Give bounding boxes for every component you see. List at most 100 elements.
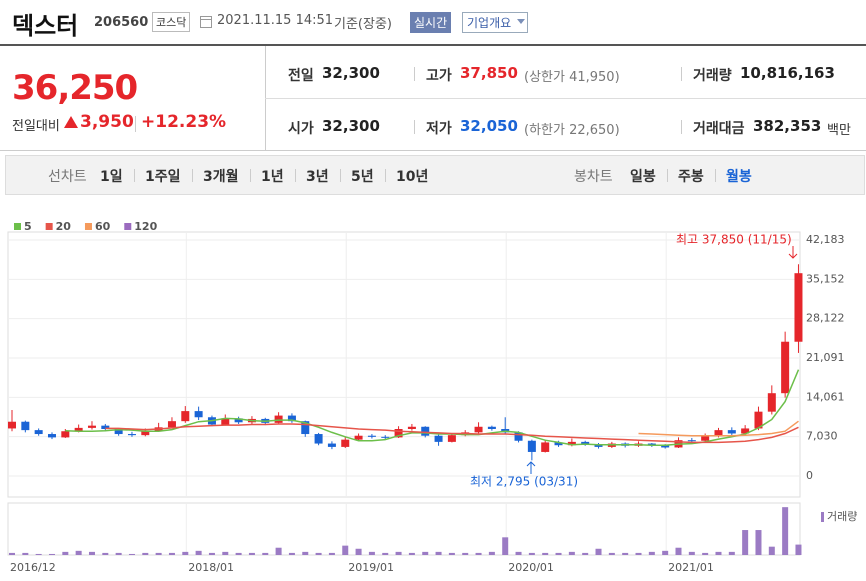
legend-swatch (84, 223, 92, 230)
volume-bar (462, 552, 469, 555)
x-tick-label: 2018/01 (188, 561, 234, 574)
stock-name: 덱스터 (12, 12, 79, 40)
candle-body (781, 341, 790, 394)
candle-tab[interactable]: 일봉 (630, 169, 656, 185)
volume-bar (222, 551, 229, 555)
candle-tab[interactable]: 월봉 (726, 169, 752, 185)
volume-legend: 거래량 (827, 510, 857, 523)
line-tab[interactable]: 1주일 (145, 169, 181, 185)
field-value: 32,300 (322, 117, 380, 135)
market-badge: 코스닥 (152, 12, 191, 32)
y-tick-label: 14,061 (806, 390, 845, 403)
line-tab[interactable]: 10년 (396, 169, 429, 185)
volume-bar (555, 552, 562, 555)
chart: 0 7,030 14,061 21,091 28,122 35,152 42,183 2016… (7, 220, 857, 574)
volume-bar (622, 552, 629, 555)
y-tick-label: 35,152 (806, 272, 845, 285)
x-tick-label: 2020/01 (508, 561, 554, 574)
candle-body (487, 426, 496, 430)
volume-bar (782, 507, 789, 555)
volume-bar (182, 551, 189, 555)
change-rate: +12.23% (141, 112, 227, 132)
candle-tab[interactable]: 주봉 (678, 169, 704, 185)
volume-bar (328, 552, 335, 555)
max-annotation: 최고 37,850 (11/15) (676, 233, 792, 247)
field-label: 고가 (426, 68, 452, 84)
volume-bar (542, 552, 549, 555)
volume-bar (635, 552, 642, 555)
dropdown-icon (517, 19, 525, 24)
volume-bar (728, 551, 735, 555)
volume-bar (648, 551, 655, 555)
line-tab[interactable]: 1일 (100, 169, 123, 185)
volume-bar (528, 552, 535, 555)
volume-bar (22, 552, 29, 555)
line-tab[interactable]: 5년 (351, 169, 374, 185)
candle-body (367, 435, 376, 437)
line-tab[interactable]: 3년 (306, 169, 329, 185)
y-tick-label: 42,183 (806, 233, 845, 246)
candle-body (647, 443, 656, 446)
legend-label: 20 (56, 220, 72, 233)
divider (250, 169, 251, 182)
candle-body (8, 421, 16, 429)
candle-body (421, 426, 430, 436)
candle-body (541, 442, 550, 452)
volume-bar (515, 551, 522, 555)
candle-body (701, 436, 710, 441)
volume-bar (688, 551, 695, 555)
min-annotation: 최저 2,795 (03/31) (470, 475, 578, 489)
divider (295, 169, 296, 182)
volume-bar (288, 552, 295, 555)
candle-body (274, 415, 283, 423)
volume-bar (795, 544, 802, 555)
candle-body (141, 430, 150, 436)
candle-body (394, 429, 403, 438)
volume-bar (9, 552, 15, 555)
volume-bar (48, 553, 55, 555)
volume-bar (742, 530, 749, 555)
company-button[interactable]: 기업개요 (462, 12, 529, 33)
candle-body (767, 393, 776, 412)
candle-body (74, 427, 83, 432)
tab-bar (5, 155, 865, 195)
candle-body (181, 411, 190, 422)
row-rule (265, 98, 866, 99)
candle-body (47, 434, 56, 438)
candle-body (594, 444, 603, 447)
candle-chart-label: 봉차트 (574, 169, 613, 185)
line-tab[interactable]: 1년 (261, 169, 284, 185)
candle-body (234, 418, 243, 423)
quote-rule (0, 150, 866, 151)
field-label: 저가 (426, 121, 452, 137)
field-label: 거래대금 (693, 121, 745, 137)
legend-swatch (124, 223, 132, 230)
line-tab[interactable]: 3개월 (203, 169, 239, 185)
line-chart-label: 선차트 (48, 169, 87, 185)
divider (134, 169, 135, 182)
candle-body (567, 441, 576, 446)
x-tick-label: 2019/01 (348, 561, 394, 574)
candle-body (754, 411, 763, 429)
candle-body (101, 425, 110, 430)
candle-body (727, 430, 736, 434)
basis: 기준(장중) (334, 17, 392, 32)
volume-bar (582, 552, 589, 555)
divider (340, 169, 341, 182)
volume-bar (35, 553, 42, 555)
volume-bar (422, 551, 429, 555)
divider (385, 169, 386, 182)
candle-body (314, 434, 323, 444)
y-tick-label: 0 (806, 469, 813, 482)
legend-swatch (821, 512, 824, 522)
volume-bar (568, 551, 575, 555)
candle-body (167, 421, 176, 428)
volume-bar (235, 552, 242, 555)
volume-bar (342, 545, 349, 555)
x-tick-label: 2016/12 (10, 561, 56, 574)
volume-bar (248, 552, 255, 555)
volume-bar (502, 537, 509, 555)
realtime-button[interactable]: 실시간 (410, 12, 452, 33)
volume-bar (408, 552, 415, 555)
field-label: 전일 (288, 68, 314, 84)
